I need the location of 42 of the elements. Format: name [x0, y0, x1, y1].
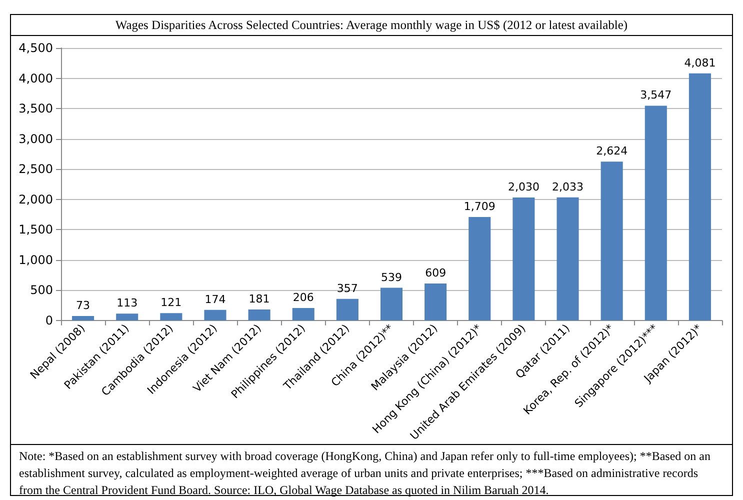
data-label: 121	[160, 296, 182, 310]
bar	[556, 197, 579, 320]
data-label: 113	[116, 296, 138, 310]
data-label: 174	[204, 292, 226, 306]
chart-title: Wages Disparities Across Selected Countries: Average monthly wage in US$ (2012 or latest available)	[11, 15, 732, 36]
bar	[292, 308, 314, 320]
bar	[424, 284, 447, 320]
bar	[72, 316, 94, 320]
bar	[380, 288, 403, 320]
data-label: 1,709	[464, 200, 496, 213]
text: Note: *Based on an establishment survey with broad coverage (HongKong, China) and Japan refer only to full-time employees); **Based on an establishment survey, calculated as employment-weighted average of urban units and private enterprises; ***Based on administrative records from the Central Provident Fund Board. Source: ILO, Global Wage Database as quoted in Nilim Baruah 2014.	[19, 449, 710, 497]
bar	[688, 73, 711, 320]
bar	[336, 298, 358, 320]
y-tick-label: 1,000	[18, 252, 53, 267]
y-tick-label: 2,500	[18, 162, 53, 176]
y-tick-label: 3,000	[18, 132, 53, 146]
y-tick-label: 1,500	[18, 222, 53, 237]
bar	[204, 310, 226, 320]
data-label: 2,624	[596, 144, 628, 158]
data-label: 181	[248, 292, 270, 306]
bar	[644, 106, 667, 320]
data-label: 4,081	[684, 56, 716, 70]
data-label: 609	[425, 266, 446, 280]
y-tick-label: 0	[45, 313, 53, 328]
bar	[160, 313, 182, 320]
y-tick-label: 3,500	[18, 102, 53, 116]
data-label: 2,033	[552, 180, 584, 194]
data-label: 539	[381, 270, 402, 284]
data-label: 357	[336, 282, 358, 295]
bar	[600, 162, 623, 320]
bar	[512, 198, 535, 320]
y-tick-label: 2,000	[18, 192, 53, 206]
data-label: 206	[292, 290, 314, 304]
bar	[468, 216, 491, 320]
y-tick-label: 4,500	[18, 41, 53, 55]
data-label: 73	[76, 299, 90, 312]
bar	[248, 309, 270, 320]
y-tick-label: 500	[30, 283, 53, 298]
data-label: 3,547	[640, 88, 672, 102]
y-tick-label: 4,000	[18, 71, 53, 86]
bar	[116, 314, 138, 320]
data-label: 2,030	[508, 180, 540, 194]
